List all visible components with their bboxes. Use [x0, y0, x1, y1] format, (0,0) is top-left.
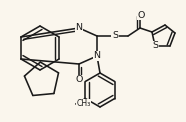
- Text: S: S: [112, 31, 118, 41]
- Text: O: O: [75, 76, 83, 85]
- Text: CH₃: CH₃: [77, 100, 91, 108]
- Text: N: N: [94, 51, 100, 61]
- Text: O: O: [137, 10, 145, 20]
- Text: S: S: [152, 41, 158, 51]
- Text: N: N: [76, 24, 83, 32]
